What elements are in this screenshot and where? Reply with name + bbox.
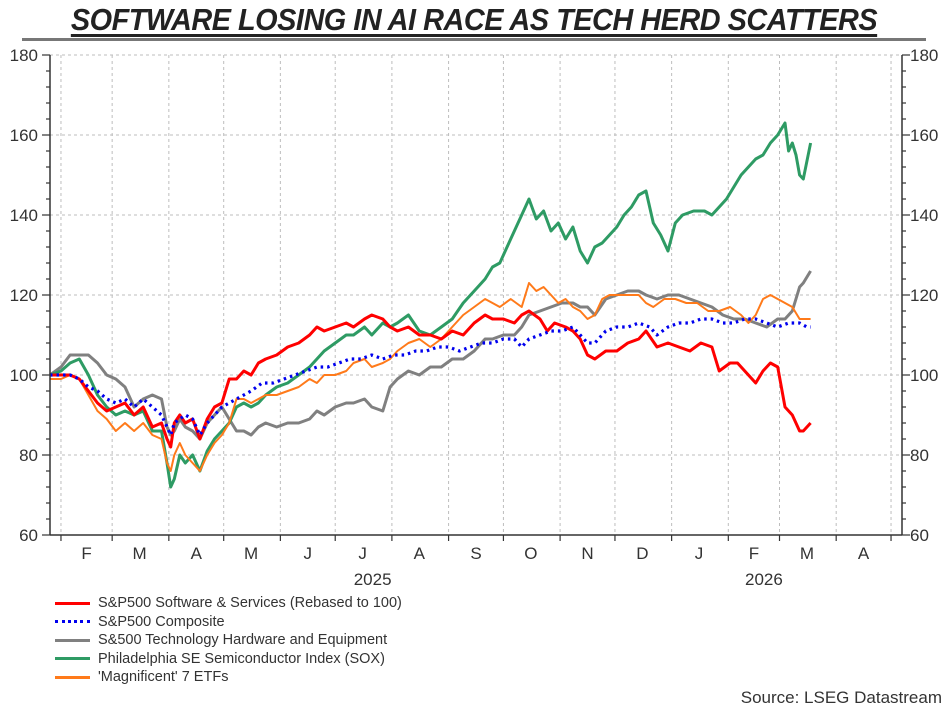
x-tick-label: J [695,544,704,563]
legend-label-mag7: 'Magnificent' 7 ETFs [98,669,229,686]
y-tick-label-right: 120 [910,286,938,305]
legend-label-software: S&P500 Software & Services (Rebased to 1… [98,595,402,612]
y-tick-label-right: 60 [910,526,929,545]
y-tick-label-left: 120 [10,286,38,305]
x-tick-label: A [414,544,426,563]
x-tick-label: J [304,544,313,563]
legend-swatch-sox [55,657,90,661]
series-line-software [50,309,812,449]
x-tick-label: M [244,544,258,563]
legend-label-hardware: S&500 Technology Hardware and Equipment [98,632,388,649]
x-tick-label: S [470,544,481,563]
legend-swatch-software [55,601,90,605]
y-tick-label-right: 140 [910,206,938,225]
y-tick-label-right: 80 [910,446,929,465]
x-tick-label: M [800,544,814,563]
series-lines [49,121,813,489]
axes [42,54,910,541]
legend-swatch-composite [55,620,90,624]
y-tick-label-left: 80 [19,446,38,465]
legend-item-software: S&P500 Software & Services (Rebased to 1… [55,594,402,613]
line-chart: 60 60 80 80 100 100 120 120 140 140 160 160 180 180 F M… [10,46,939,589]
x-year-label: 2025 [354,570,392,589]
x-tick-label: M [133,544,147,563]
x-year-label: 2026 [745,570,783,589]
legend-label-composite: S&P500 Composite [98,613,225,630]
legend-item-hardware: S&500 Technology Hardware and Equipment [55,631,402,650]
x-tick-label: D [636,544,648,563]
y-tick-label-left: 160 [10,126,38,145]
x-tick-label: J [358,544,367,563]
title-underline-shadow [22,38,926,41]
y-tick-label-left: 60 [19,526,38,545]
x-tick-label: A [191,544,203,563]
series-line-hardware [49,270,812,441]
legend-item-sox: Philadelphia SE Semiconductor Index (SOX… [55,650,402,669]
y-tick-label-left: 180 [10,46,38,65]
chart-title: SOFTWARE LOSING IN AI RACE AS TECH HERD … [70,2,878,37]
source-note: Source: LSEG Datastream [740,688,942,707]
y-tick-label-right: 180 [910,46,938,65]
y-tick-label-left: 100 [10,366,38,385]
legend-swatch-hardware [55,638,90,642]
axis-labels: 60 60 80 80 100 100 120 120 140 140 160 160 180 180 F M… [10,46,939,589]
x-tick-label: O [524,544,537,563]
legend-item-mag7: 'Magnificent' 7 ETFs [55,668,402,687]
series-line-sox [49,121,813,489]
y-tick-label-right: 100 [910,366,938,385]
y-tick-label-right: 160 [910,126,938,145]
legend-item-composite: S&P500 Composite [55,613,402,632]
series-line-mag7 [50,282,811,472]
x-tick-label: F [81,544,91,563]
y-tick-label-left: 140 [10,206,38,225]
x-tick-label: F [749,544,759,563]
legend: S&P500 Software & Services (Rebased to 1… [55,594,402,687]
x-tick-label: N [581,544,593,563]
legend-label-sox: Philadelphia SE Semiconductor Index (SOX… [98,650,385,667]
legend-swatch-mag7 [55,675,90,679]
x-tick-label: A [858,544,870,563]
